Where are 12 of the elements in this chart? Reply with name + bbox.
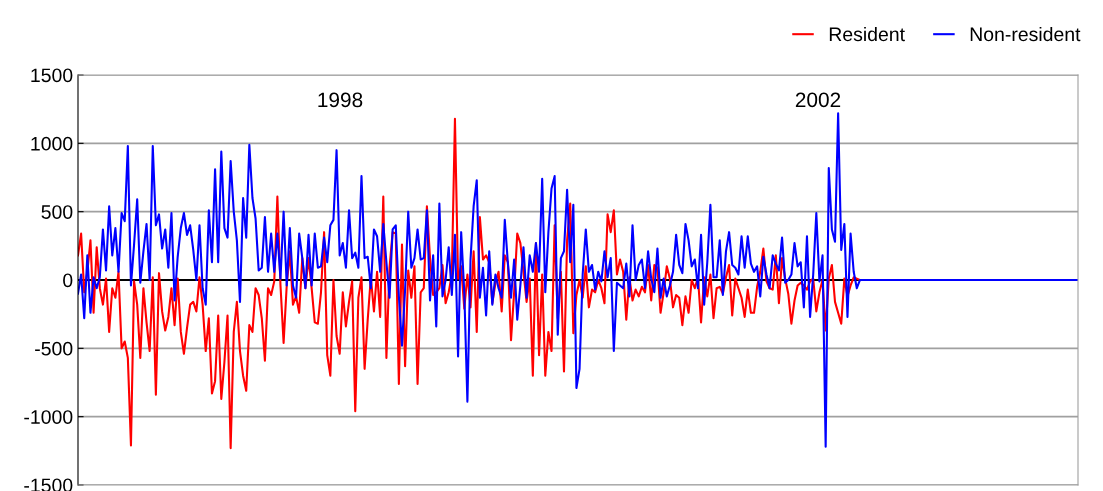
line-series (78, 112, 1078, 448)
annotation: 2002 (795, 92, 841, 108)
y-tick-label: -500 (35, 341, 73, 356)
y-tick-label: 500 (41, 205, 73, 219)
annotation: 1998 (318, 92, 363, 108)
y-tick-label: 1500 (31, 68, 73, 83)
legend-label: Resident (829, 26, 905, 42)
line-series (78, 117, 861, 450)
y-tick-label: 0 (63, 273, 73, 288)
y-tick-label: -1000 (24, 410, 73, 424)
y-tick-label: 1000 (31, 136, 73, 151)
legend-label: Non-resident (970, 26, 1081, 42)
